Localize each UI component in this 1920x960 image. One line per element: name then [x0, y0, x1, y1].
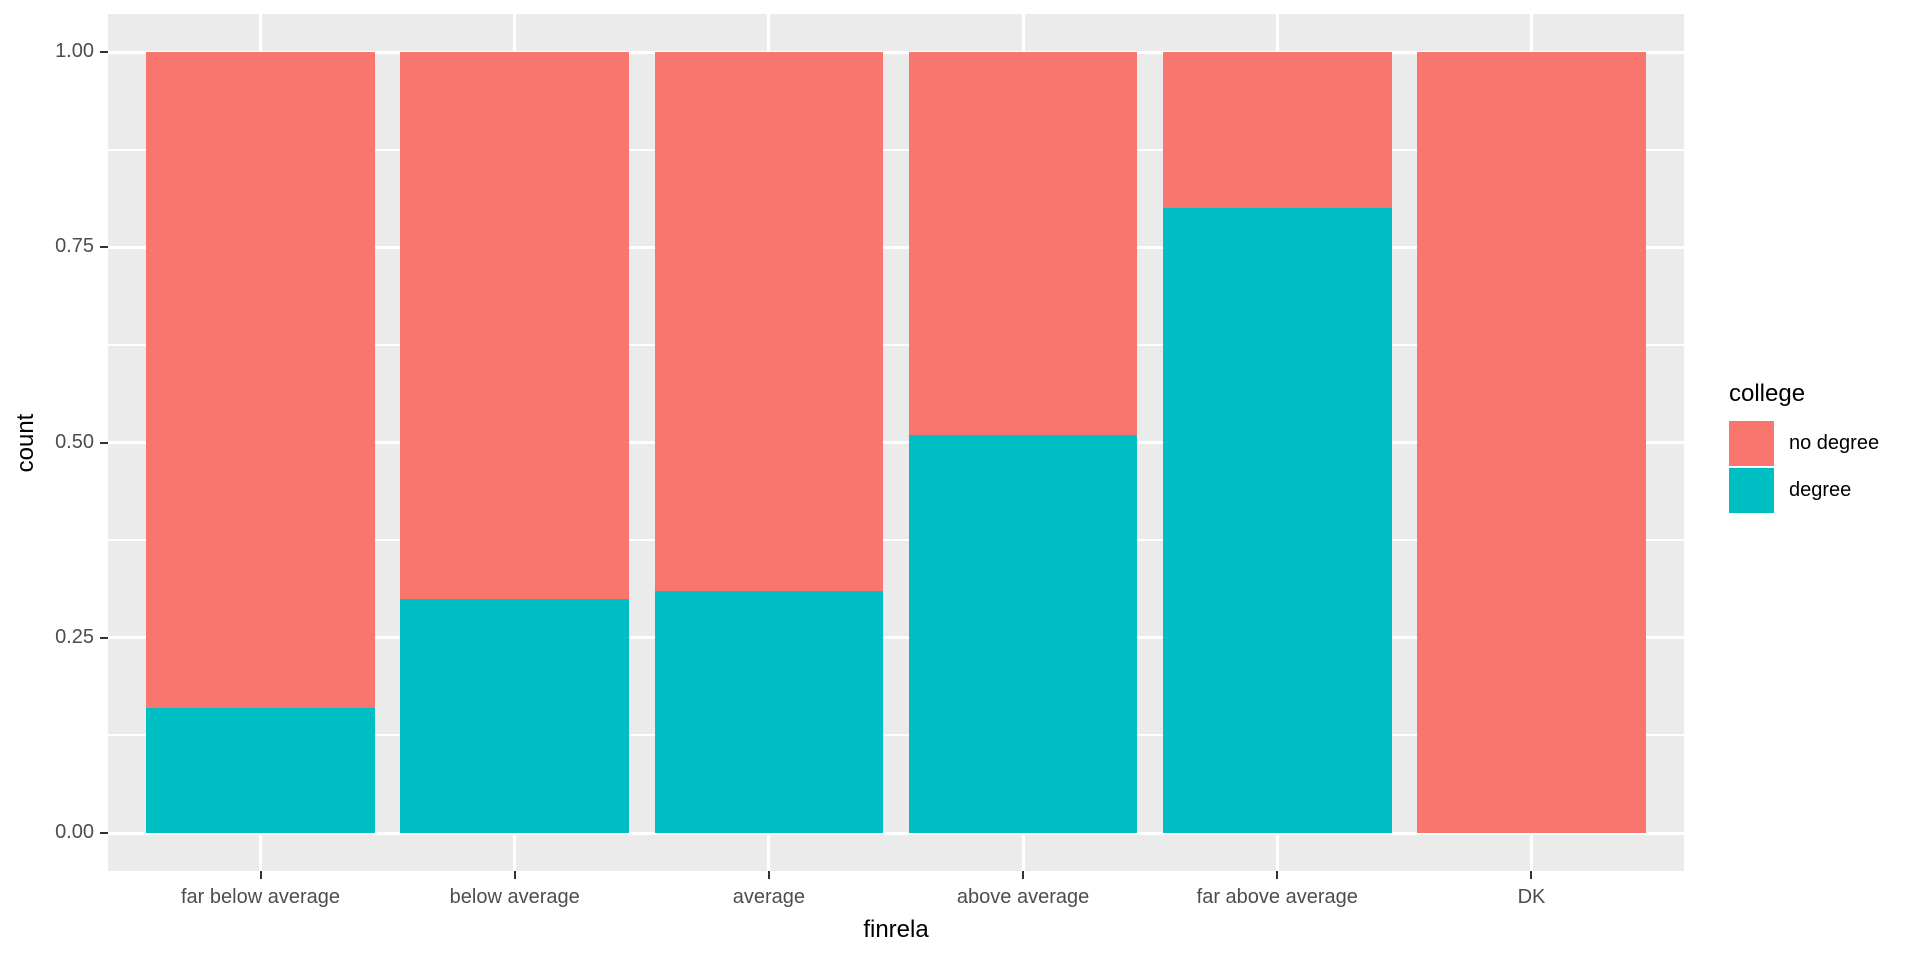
- legend-swatch-no-degree: [1729, 421, 1774, 466]
- bar-segment-no-degree-2: [400, 52, 630, 599]
- x-tick-mark: [1530, 871, 1533, 879]
- y-axis-title: count: [12, 413, 39, 473]
- bar-segment-no-degree-4: [908, 52, 1138, 435]
- bar-segment-degree-1: [146, 708, 375, 833]
- minor-gridline: [108, 539, 1684, 542]
- x-tick-mark: [259, 871, 262, 879]
- y-tick-label: 0.75: [55, 235, 94, 258]
- minor-gridline: [108, 148, 1684, 151]
- legend-item-degree: degree: [1729, 468, 1879, 513]
- x-tick-mark: [513, 871, 516, 879]
- y-tick-label: 0.25: [55, 625, 94, 648]
- x-tick-label-5: far above average: [1196, 886, 1358, 908]
- bar-segment-degree-3: [654, 590, 884, 833]
- legend-item-no-degree: no degree: [1729, 421, 1879, 466]
- bar-segment-no-degree-6: [1417, 52, 1646, 833]
- bar-segment-no-degree-3: [654, 52, 884, 591]
- x-tick-mark: [767, 871, 770, 879]
- major-gridline: [108, 441, 1684, 444]
- bar-segment-no-degree-5: [1162, 52, 1392, 209]
- x-tick-mark: [1022, 871, 1025, 879]
- bar-segment-degree-4: [908, 434, 1138, 833]
- x-tick-mark: [1276, 871, 1279, 879]
- y-tick-label: 0.50: [55, 430, 94, 453]
- x-tick-label-1: far below average: [181, 886, 340, 908]
- x-tick-label-2: below average: [449, 886, 580, 908]
- bar-segment-no-degree-1: [146, 52, 375, 709]
- bar-segment-degree-2: [400, 598, 630, 833]
- legend: college no degree degree: [1729, 380, 1879, 515]
- major-gridline: [108, 50, 1684, 54]
- y-tick-mark: [100, 636, 108, 639]
- bar-segment-degree-5: [1162, 208, 1392, 833]
- major-gridline: [108, 636, 1684, 640]
- y-tick-mark: [100, 51, 108, 53]
- legend-title: college: [1729, 380, 1806, 407]
- minor-gridline: [108, 343, 1684, 346]
- plot-panel: [108, 14, 1684, 871]
- legend-swatch-degree: [1729, 468, 1774, 513]
- major-gridline: [108, 245, 1684, 249]
- x-tick-label-6: DK: [1517, 886, 1546, 908]
- y-tick-mark: [100, 246, 108, 249]
- y-tick-label: 1.00: [55, 40, 94, 62]
- minor-gridline: [108, 734, 1684, 737]
- y-tick-mark: [100, 441, 108, 444]
- legend-label-degree: degree: [1789, 479, 1852, 501]
- major-gridline: [108, 831, 1684, 835]
- x-axis-title: finrela: [863, 916, 929, 943]
- legend-label-no-degree: no degree: [1789, 432, 1880, 454]
- x-tick-label-3: average: [732, 886, 806, 908]
- y-tick-label: 0.00: [55, 821, 94, 843]
- x-tick-label-4: above average: [956, 886, 1090, 908]
- y-tick-mark: [100, 832, 108, 834]
